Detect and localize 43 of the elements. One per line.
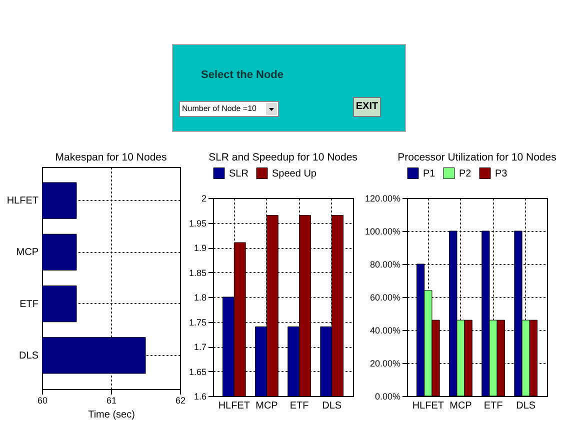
legend-label: SLR (229, 168, 248, 180)
x-axis-title: Time (sec) (88, 410, 135, 420)
y-tick-label: 0.00% (374, 392, 400, 402)
y-tick-label: 2 (201, 194, 206, 204)
chart-title: Makespan for 10 Nodes (55, 152, 167, 164)
legend-label: P1 (423, 168, 436, 180)
y-tick-label: 80.00% (370, 260, 400, 270)
text: EXIT (353, 97, 381, 117)
y-tick-label: 60.00% (370, 292, 400, 302)
x-tick-label: ETF (290, 400, 309, 412)
y-tick-label: 100.00% (364, 226, 400, 236)
y-tick-label: 1.65 (188, 366, 206, 377)
legend-label: P2 (459, 168, 472, 180)
x-tick-label: HLFET (218, 400, 250, 412)
x-tick-label: 60 (37, 396, 48, 406)
y-tick-label: 1.9 (194, 243, 206, 253)
y-tick-label: 1.75 (188, 317, 206, 328)
x-tick-label: ETF (484, 400, 503, 412)
x-tick-label: DLS (516, 400, 536, 412)
x-tick-label: HLFET (412, 400, 444, 412)
chart-title: Processor Utilization for 10 Nodes (398, 152, 556, 164)
y-tick-label: 1.6 (194, 392, 206, 402)
y-tick-label: 1.95 (188, 218, 206, 228)
x-tick-label: 62 (175, 396, 186, 406)
legend-label: P3 (495, 168, 508, 180)
y-tick-label: DLS (19, 350, 39, 362)
x-tick-label: 61 (106, 396, 117, 406)
y-tick-label: 120.00% (364, 194, 400, 204)
y-tick-label: 20.00% (370, 358, 400, 368)
x-tick-label: MCP (256, 400, 278, 412)
y-tick-label: ETF (20, 298, 38, 310)
x-tick-label: DLS (322, 400, 342, 412)
text: Number of Node =10 (182, 104, 256, 113)
y-tick-label: 1.85 (188, 268, 206, 278)
x-tick-label: MCP (450, 400, 472, 412)
y-tick-label: 1.8 (194, 292, 206, 302)
chart-title: SLR and Speedup for 10 Nodes (208, 152, 358, 164)
y-tick-label: MCP (16, 247, 39, 258)
legend-label: Speed Up (272, 168, 317, 180)
y-tick-label: 40.00% (370, 326, 400, 336)
y-tick-label: HLFET (6, 196, 38, 207)
text: Select the Node (201, 69, 284, 81)
y-tick-label: 1.7 (194, 342, 206, 352)
